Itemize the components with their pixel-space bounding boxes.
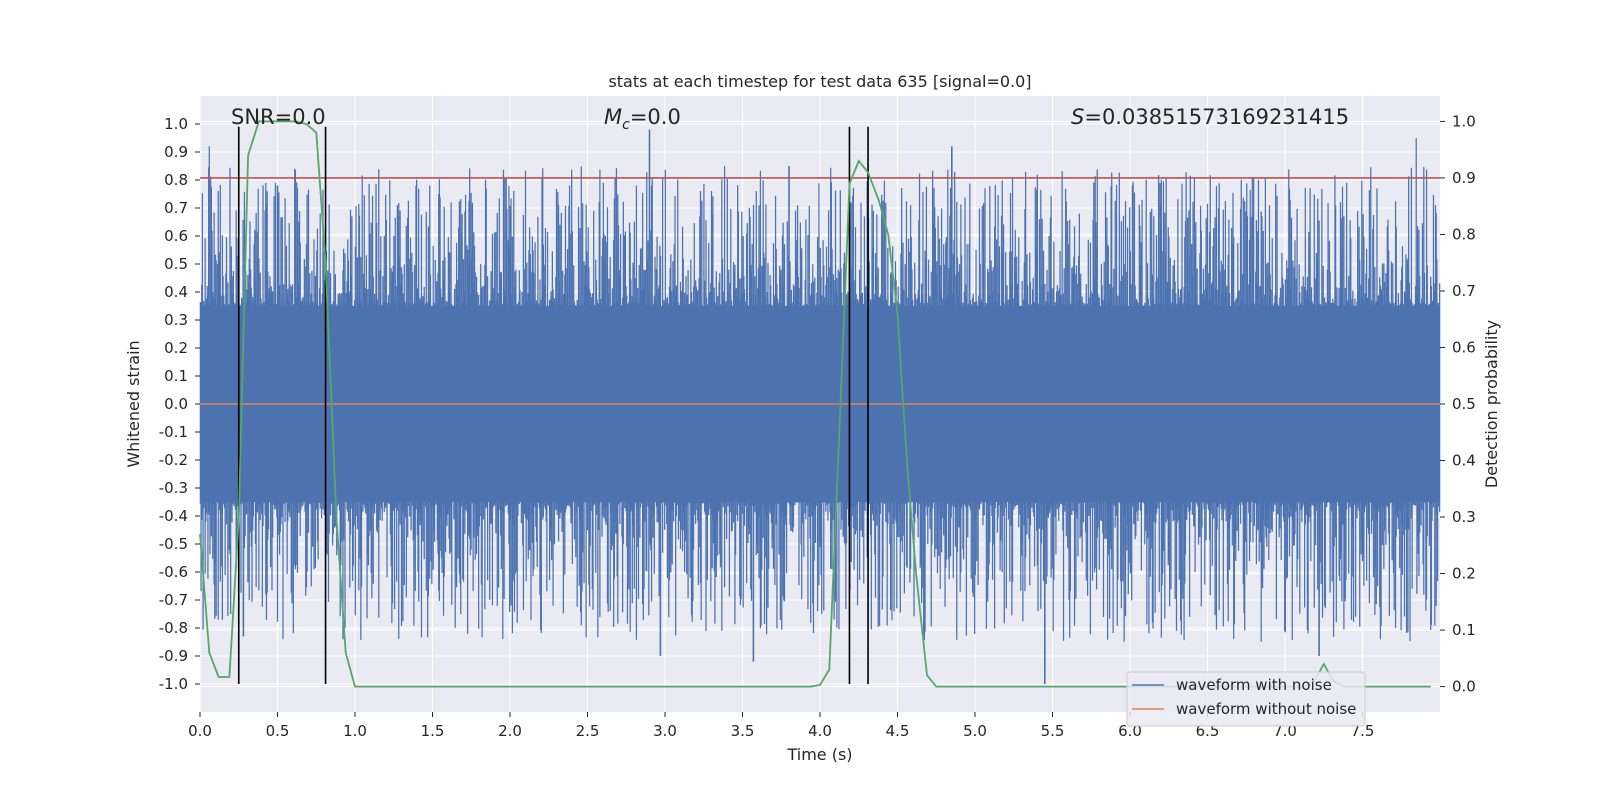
y-tick-label: 0.4: [164, 283, 188, 301]
x-tick-label: 5.0: [963, 722, 987, 740]
legend: waveform with noise waveform without noi…: [1126, 671, 1366, 727]
y-tick-label: 1.0: [164, 115, 188, 133]
y-tick-label: 0.5: [164, 255, 188, 273]
y2-tick-label: 0.4: [1452, 452, 1476, 470]
y-tick-label: -0.6: [159, 563, 188, 581]
x-tick-label: 2.0: [498, 722, 522, 740]
x-tick-label: 0.5: [266, 722, 290, 740]
y2-tick-label: 1.0: [1452, 112, 1476, 130]
x-tick-label: 5.5: [1041, 722, 1065, 740]
y-tick-label: -1.0: [159, 675, 188, 693]
y2-tick-label: 0.3: [1452, 508, 1476, 526]
x-tick-label: 0.0: [188, 722, 212, 740]
y2-tick-label: 0.9: [1452, 169, 1476, 187]
y-tick-label: 0.6: [164, 227, 188, 245]
y2-tick-label: 0.1: [1452, 621, 1476, 639]
x-tick-label: 4.5: [886, 722, 910, 740]
y2-tick-label: 0.5: [1452, 395, 1476, 413]
y-tick-label: 0.7: [164, 199, 188, 217]
y-tick-label: -0.8: [159, 619, 188, 637]
y-tick-label: 0.9: [164, 143, 188, 161]
overlay: [199, 120, 1440, 688]
snr-annotation: SNR=0.0: [231, 105, 326, 129]
legend-box: [1126, 671, 1366, 727]
y-tick-label: -0.1: [159, 423, 188, 441]
y2-tick-label: 0.6: [1452, 338, 1476, 356]
y-tick-label: 0.0: [164, 395, 188, 413]
y-tick-label: 0.2: [164, 339, 188, 357]
y2-axis-label: Detection probability: [1482, 320, 1501, 488]
x-tick-label: 3.5: [731, 722, 755, 740]
y-tick-label: 0.1: [164, 367, 188, 385]
y2-tick-label: 0.7: [1452, 282, 1476, 300]
ticks: 0.0 0.5 1.0 1.5 2.0 2.5 3.0 3.5 4.0 4.5 5.0 5.5 6.0 6…: [159, 112, 1476, 740]
chart-title: stats at each timestep for test data 635…: [608, 72, 1031, 91]
y-tick-label: 0.8: [164, 171, 188, 189]
x-tick-label: 1.5: [421, 722, 445, 740]
y2-tick-label: 0.8: [1452, 225, 1476, 243]
y-tick-label: -0.3: [159, 479, 188, 497]
y-tick-label: -0.9: [159, 647, 188, 665]
score-annotation: S=0.03851573169231415: [1071, 105, 1349, 129]
y-tick-label: -0.7: [159, 591, 188, 609]
chirp-mass-annotation: Mc=0.0: [604, 105, 681, 133]
y-tick-label: -0.4: [159, 507, 188, 525]
y2-tick-label: 0.0: [1452, 678, 1476, 696]
x-axis-label: Time (s): [786, 745, 852, 764]
y-axis-label: Whitened strain: [124, 340, 143, 467]
y-tick-label: -0.2: [159, 451, 188, 469]
y2-tick-label: 0.2: [1452, 565, 1476, 583]
x-tick-label: 1.0: [343, 722, 367, 740]
y-tick-label: -0.5: [159, 535, 188, 553]
y-tick-label: 0.3: [164, 311, 188, 329]
noise-peaks: [242, 129, 1320, 684]
x-tick-label: 3.0: [653, 722, 677, 740]
x-tick-label: 4.0: [808, 722, 832, 740]
legend-label-with-noise: waveform with noise: [1176, 676, 1332, 694]
x-tick-label: 2.5: [576, 722, 600, 740]
legend-label-without-noise: waveform without noise: [1176, 700, 1356, 718]
detection-probability-line: [199, 120, 1431, 688]
